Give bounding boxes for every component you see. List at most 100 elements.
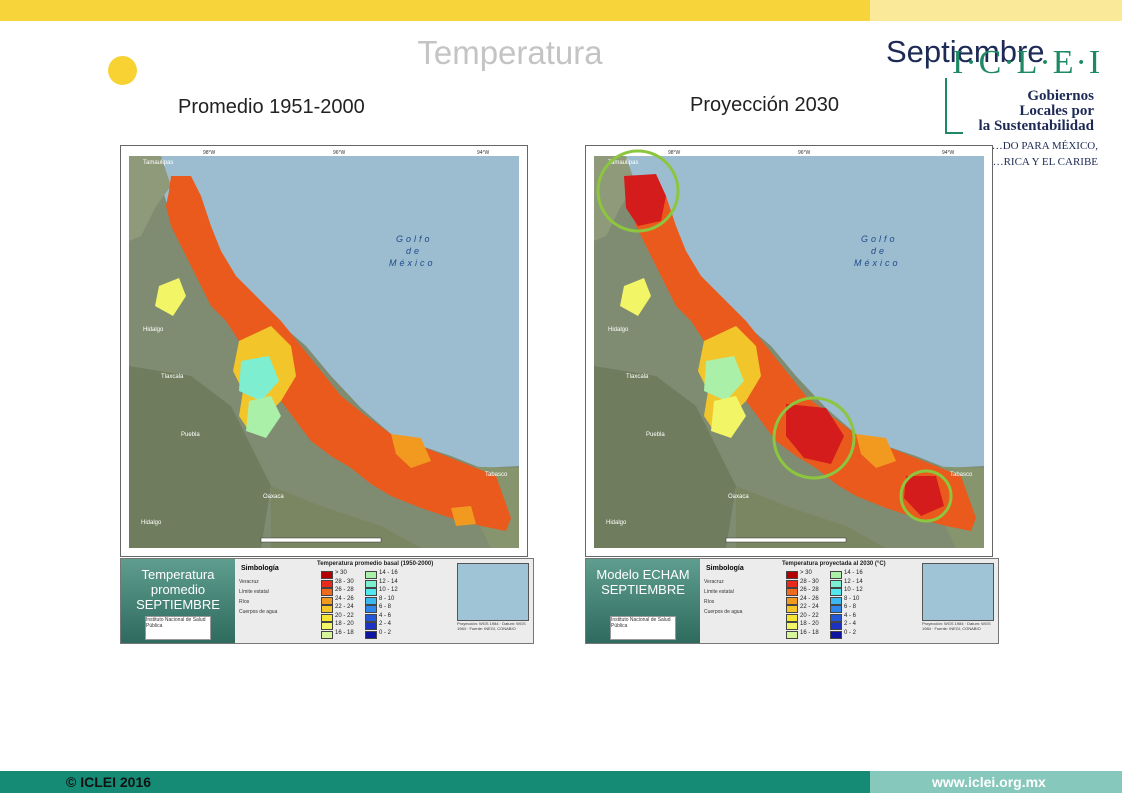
legend-right: Modelo ECHAM SEPTIEMBRE Instituto Nacion… — [585, 558, 999, 644]
svg-text:Hidalgo: Hidalgo — [606, 520, 627, 526]
simb-item-rios: Ríos — [704, 599, 715, 605]
legend-swatch-label: 26 - 28 — [800, 587, 819, 593]
logo-line-2: Locales por — [1019, 103, 1094, 119]
svg-text:Puebla: Puebla — [646, 432, 665, 438]
svg-text:Golfo: Golfo — [861, 234, 898, 244]
inset-map-right — [922, 563, 994, 621]
legend-swatch-label: 4 - 6 — [379, 612, 392, 619]
logo-small-1: …DO PARA MÉXICO, — [991, 140, 1098, 152]
svg-text:Hidalgo: Hidalgo — [143, 327, 164, 333]
svg-text:México: México — [854, 258, 901, 268]
svg-text:94°W: 94°W — [942, 150, 955, 156]
projection-note-left: Proyección: WGS 1984 · Datum: WGS 1984 ·… — [457, 621, 526, 631]
legend-swatch-label: 20 - 22 — [800, 612, 819, 619]
svg-text:Tamaulipas: Tamaulipas — [608, 160, 638, 166]
legend-swatch-label: 12 - 14 — [379, 578, 398, 585]
legend-swatch — [830, 579, 842, 588]
logo-rule — [945, 78, 947, 132]
insp-logo: Instituto Nacional de Salud Pública — [145, 616, 211, 640]
legend-swatch-label: 10 - 12 — [844, 587, 863, 593]
simb-item-cuerpos: Cuerpos de agua — [239, 609, 278, 615]
legend-swatch — [365, 613, 377, 622]
footer-copyright: © ICLEI 2016 — [66, 774, 152, 790]
legend-swatch-label: 22 - 24 — [800, 604, 819, 610]
svg-text:Tabasco: Tabasco — [950, 472, 973, 478]
legend-swatch-label: 10 - 12 — [379, 587, 398, 593]
legend-swatch — [365, 622, 377, 630]
legend-right-label-box: Modelo ECHAM SEPTIEMBRE Instituto Nacion… — [586, 559, 700, 643]
projection-note-right: Proyección: WGS 1984 · Datum: WGS 1984 ·… — [922, 621, 991, 631]
svg-text:de: de — [871, 246, 887, 256]
legend-swatch — [830, 571, 842, 579]
legend-right-title: Temperatura proyectada al 2030 (°C) — [782, 561, 886, 567]
legend-swatch-label: 6 - 8 — [844, 604, 857, 610]
legend-swatch — [830, 630, 842, 639]
map-right: 98°W 96°W 94°W Golfo de México Tamaulipa… — [585, 145, 993, 557]
svg-text:Oaxaca: Oaxaca — [263, 494, 284, 500]
legend-swatch — [365, 596, 377, 605]
legend-left-label-box: Temperatura promedio SEPTIEMBRE Institut… — [121, 559, 235, 643]
inset-map-left — [457, 563, 529, 621]
legend-swatch-label: 28 - 30 — [800, 578, 819, 585]
legend-swatch-label: 4 - 6 — [844, 612, 857, 619]
legend-swatch — [830, 613, 842, 622]
legend-swatch-label: 12 - 14 — [844, 578, 863, 585]
svg-text:Puebla: Puebla — [181, 432, 200, 438]
insp-logo: Instituto Nacional de Salud Pública — [610, 616, 676, 640]
svg-text:96°W: 96°W — [333, 150, 346, 156]
legend-left: Temperatura promedio SEPTIEMBRE Institut… — [120, 558, 534, 644]
legend-swatch — [786, 588, 798, 596]
highlight-circle-south — [899, 469, 953, 523]
legend-swatch-label: 16 - 18 — [335, 629, 354, 636]
legend-swatch-label: 24 - 26 — [335, 595, 354, 602]
svg-text:Hidalgo: Hidalgo — [608, 327, 629, 333]
svg-text:Oaxaca: Oaxaca — [728, 494, 749, 500]
legend-swatch — [786, 613, 798, 622]
map-right-svg: 98°W 96°W 94°W Golfo de México Tamaulipa… — [586, 146, 992, 556]
legend-swatch — [321, 605, 333, 613]
footer-url-link[interactable]: www.iclei.org.mx — [932, 774, 1046, 790]
legend-swatch — [830, 588, 842, 596]
highlight-circle-north — [596, 149, 680, 233]
legend-swatch — [786, 579, 798, 588]
svg-text:Hidalgo: Hidalgo — [141, 520, 162, 526]
legend-swatch-label: 28 - 30 — [335, 578, 354, 585]
svg-text:94°W: 94°W — [477, 150, 490, 156]
footer-bar-accent — [870, 771, 1122, 793]
legend-swatch — [786, 596, 798, 605]
highlight-circle-center — [772, 396, 856, 480]
map-left: 98°W 96°W 94°W Golfo de México Tamaulipa… — [120, 145, 528, 557]
legend-swatch-label: 0 - 2 — [844, 629, 857, 636]
legend-swatch — [786, 622, 798, 630]
legend-swatch-label: 14 - 16 — [379, 570, 398, 576]
svg-text:de: de — [406, 246, 422, 256]
svg-text:Tlaxcala: Tlaxcala — [626, 374, 649, 380]
logo-letters: I·C·L·E·I — [952, 44, 1103, 81]
top-bar-accent — [870, 0, 1122, 21]
simb-item-cuerpos: Cuerpos de agua — [704, 609, 743, 615]
logo-rule-foot — [945, 132, 963, 134]
legend-swatch-label: 8 - 10 — [844, 595, 860, 602]
month-label: Septiembre — [886, 34, 1045, 69]
svg-text:Tlaxcala: Tlaxcala — [161, 374, 184, 380]
legend-swatch — [365, 605, 377, 613]
logo-line-1: Gobiernos — [1027, 88, 1094, 104]
legend-swatch — [321, 588, 333, 596]
legend-swatch — [786, 605, 798, 613]
legend-swatch — [830, 622, 842, 630]
map-left-svg: 98°W 96°W 94°W Golfo de México Tamaulipa… — [121, 146, 527, 556]
legend-swatch — [321, 622, 333, 630]
iclei-logo: I·C·L·E·I Gobiernos Locales por la Suste… — [940, 44, 1122, 178]
legend-swatch — [786, 571, 798, 579]
svg-text:Golfo: Golfo — [396, 234, 433, 244]
legend-swatch-label: 8 - 10 — [379, 595, 395, 602]
logo-small-2: …RICA Y EL CARIBE — [992, 156, 1098, 168]
legend-left-title: Temperatura promedio basal (1950-2000) — [317, 561, 434, 567]
footer-bar — [0, 771, 870, 793]
legend-swatch-label: > 30 — [800, 570, 812, 576]
legend-swatch — [365, 579, 377, 588]
legend-swatch-label: 14 - 16 — [844, 570, 863, 576]
simb-item-veracruz: Veracruz — [239, 579, 259, 585]
legend-swatch-label: 0 - 2 — [379, 629, 392, 636]
simb-item-veracruz: Veracruz — [704, 579, 724, 585]
